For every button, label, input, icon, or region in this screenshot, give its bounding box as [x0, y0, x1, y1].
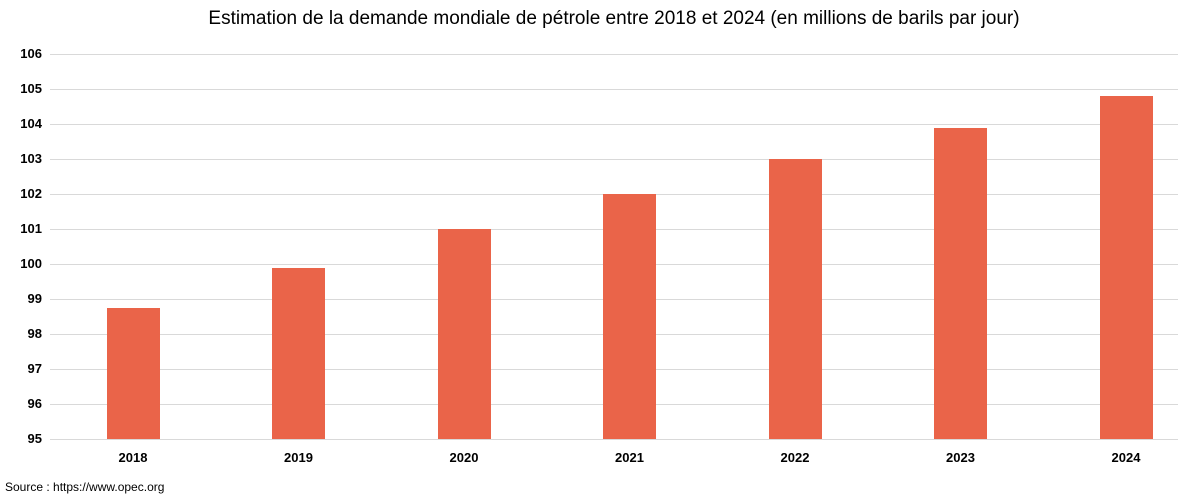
source-note: Source : https://www.opec.org	[5, 480, 165, 494]
x-tick-label-2018: 2018	[118, 450, 148, 465]
y-tick-label-97: 97	[27, 361, 42, 376]
y-tick-label-96: 96	[27, 396, 42, 411]
y-tick-label-105: 105	[20, 81, 42, 96]
chart-title: Estimation de la demande mondiale de pét…	[208, 8, 1020, 29]
y-tick-label-106: 106	[20, 46, 42, 61]
gridline	[50, 124, 1178, 125]
gridline	[50, 439, 1178, 440]
bar-2021	[603, 194, 656, 439]
x-tick-label-2021: 2021	[615, 450, 644, 465]
bar-2018	[106, 307, 160, 439]
y-tick-label-98: 98	[27, 326, 42, 341]
bar-2023	[934, 127, 987, 439]
y-tick-label-102: 102	[20, 186, 42, 201]
bar-2020	[437, 229, 491, 439]
x-tick-label-2020: 2020	[449, 450, 479, 465]
gridline	[50, 89, 1178, 90]
gridline	[50, 159, 1178, 160]
y-tick-label-104: 104	[20, 116, 42, 131]
y-tick-label-95: 95	[27, 431, 42, 446]
y-tick-label-103: 103	[20, 151, 42, 166]
x-tick-label-2019: 2019	[284, 450, 313, 465]
bar-2024	[1099, 96, 1153, 439]
x-tick-label-2023: 2023	[946, 450, 975, 465]
y-tick-label-99: 99	[27, 291, 42, 306]
y-tick-label-100: 100	[20, 256, 42, 271]
gridline	[50, 54, 1178, 55]
bar-2022	[768, 159, 822, 439]
y-tick-label-101: 101	[20, 221, 42, 236]
x-tick-label-2022: 2022	[780, 450, 810, 465]
x-tick-label-2024: 2024	[1111, 450, 1141, 465]
bar-2019	[272, 267, 325, 439]
